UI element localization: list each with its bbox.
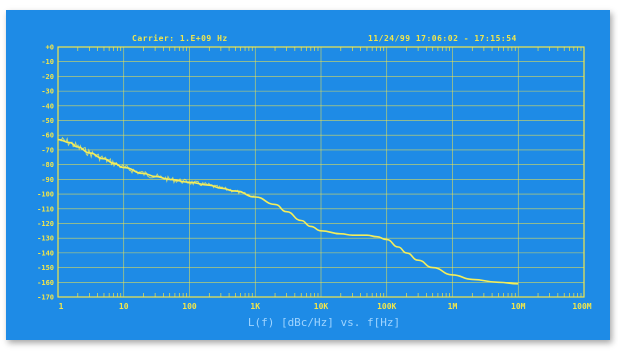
y-tick-label: -90 xyxy=(41,176,54,184)
grid xyxy=(57,46,585,298)
series-line xyxy=(57,138,519,285)
y-tick-label: -100 xyxy=(37,191,54,199)
y-tick-label: -80 xyxy=(41,161,54,169)
y-tick-label: -160 xyxy=(37,279,54,287)
y-tick-label: -110 xyxy=(37,205,54,213)
x-tick-label: 10K xyxy=(314,302,329,311)
y-tick-label: -130 xyxy=(37,235,54,243)
y-tick-label: -70 xyxy=(41,146,54,154)
x-tick-label: 10M xyxy=(511,302,526,311)
x-tick-label: 100 xyxy=(182,302,197,311)
tick-labels: +0 -10 -20 -30 -40 -50 -60 -70 -80 -90 -100 -110 -12… xyxy=(37,44,592,312)
y-tick-label: -50 xyxy=(41,117,54,125)
x-tick-label: 10 xyxy=(119,302,129,311)
carrier-label: Carrier: 1.E+09 Hz xyxy=(132,33,228,43)
x-tick-label: 1 xyxy=(59,302,64,311)
y-tick-label: -60 xyxy=(41,132,54,140)
x-tick-label: 100M xyxy=(572,302,591,311)
y-tick-label: -120 xyxy=(37,220,54,228)
x-tick-label: 1M xyxy=(448,302,458,311)
date-time-label: 11/24/99 17:06:02 - 17:15:54 xyxy=(368,34,517,43)
y-tick-label: -150 xyxy=(37,264,54,272)
y-tick-label: -140 xyxy=(37,249,54,257)
y-tick-label: +0 xyxy=(46,44,54,52)
y-tick-label: -40 xyxy=(41,102,54,110)
phase-noise-plot: +0 -10 -20 -30 -40 -50 -60 -70 -80 -90 -100 -110 -12… xyxy=(37,33,592,329)
y-tick-label: -170 xyxy=(37,294,54,302)
y-tick-label: -20 xyxy=(41,73,54,81)
x-tick-label: 1K xyxy=(250,302,260,311)
y-tick-label: -10 xyxy=(41,58,54,66)
plot-frame: +0 -10 -20 -30 -40 -50 -60 -70 -80 -90 -100 -110 -12… xyxy=(6,10,610,340)
trace-noise-band xyxy=(59,136,255,198)
x-tick-label: 100K xyxy=(377,302,396,311)
y-tick-label: -30 xyxy=(41,88,54,96)
x-axis-label: L(f) [dBc/Hz] vs. f[Hz] xyxy=(248,316,400,329)
